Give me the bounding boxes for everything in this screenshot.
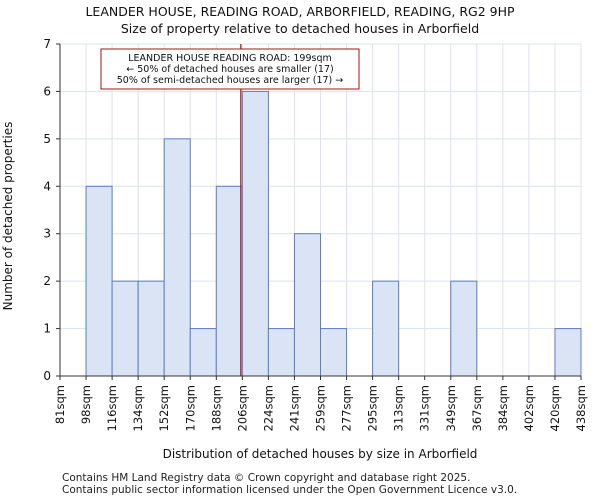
bars: [85, 90, 582, 377]
bar-152sqm: [163, 138, 191, 377]
x-tick-label-17: 384sqm: [496, 385, 510, 431]
bar-295sqm: [372, 280, 400, 377]
x-tick-label-0: 81sqm: [53, 385, 67, 424]
x-tick-label-4: 152sqm: [157, 385, 171, 431]
bar-188sqm: [215, 185, 243, 377]
bar-170sqm: [189, 328, 217, 377]
x-ticks: 81sqm 98sqm 116sqm 134sqm 152sqm 170sqm 188sqm…: [53, 376, 588, 431]
annotation-line-2: ← 50% of detached houses are smaller (17…: [126, 64, 333, 75]
annotation-box: LEANDER HOUSE READING ROAD: 199sqm ← 50%…: [100, 48, 360, 90]
x-tick-label-3: 134sqm: [131, 385, 145, 431]
x-tick-label-5: 170sqm: [183, 385, 197, 431]
bar-241sqm: [293, 233, 322, 377]
y-axis-label: Number of detached properties: [1, 122, 15, 311]
x-axis-label: Distribution of detached houses by size …: [163, 447, 478, 461]
x-tick-label-8: 224sqm: [261, 385, 275, 431]
x-tick-label-19: 420sqm: [548, 385, 562, 431]
x-tick-label-12: 295sqm: [366, 385, 380, 431]
y-tick-label-1: 1: [43, 322, 51, 336]
annotation-line-1: LEANDER HOUSE READING ROAD: 199sqm: [128, 53, 332, 64]
x-tick-label-10: 259sqm: [314, 385, 328, 431]
bar-259sqm: [320, 328, 348, 377]
x-tick-label-2: 116sqm: [105, 385, 119, 431]
y-tick-label-2: 2: [43, 274, 51, 288]
chart-title-line2: Size of property relative to detached ho…: [120, 21, 480, 36]
bar-206sqm: [241, 90, 269, 377]
bar-349sqm: [450, 280, 478, 377]
x-tick-label-1: 98sqm: [79, 385, 93, 424]
x-tick-label-16: 367sqm: [470, 385, 484, 431]
x-tick-label-18: 402sqm: [522, 385, 536, 431]
x-tick-label-14: 331sqm: [418, 385, 432, 431]
x-tick-label-7: 206sqm: [235, 385, 249, 431]
y-ticks: 0 1 2 3 4 5 6 7: [43, 37, 60, 383]
bar-116sqm: [111, 280, 139, 377]
y-tick-label-6: 6: [43, 84, 51, 98]
x-tick-label-9: 241sqm: [287, 385, 301, 431]
x-tick-label-11: 277sqm: [340, 385, 354, 431]
y-tick-label-4: 4: [43, 179, 51, 193]
y-tick-label-0: 0: [43, 369, 51, 383]
bar-224sqm: [267, 328, 295, 377]
x-tick-label-20: 438sqm: [574, 385, 588, 431]
x-tick-label-15: 349sqm: [444, 385, 458, 431]
chart-title-line1: LEANDER HOUSE, READING ROAD, ARBORFIELD,…: [85, 4, 515, 19]
y-tick-label-3: 3: [43, 227, 51, 241]
x-tick-label-6: 188sqm: [209, 385, 223, 431]
y-tick-label-7: 7: [43, 37, 51, 51]
bar-420sqm: [554, 328, 582, 377]
footer-line-2: Contains public sector information licen…: [62, 484, 518, 496]
footer-line-1: Contains HM Land Registry data © Crown c…: [62, 472, 471, 484]
y-tick-label-5: 5: [43, 132, 51, 146]
x-tick-label-13: 313sqm: [392, 385, 406, 431]
annotation-line-3: 50% of semi-detached houses are larger (…: [117, 75, 344, 86]
bar-98sqm: [85, 185, 113, 377]
bar-134sqm: [137, 280, 165, 377]
